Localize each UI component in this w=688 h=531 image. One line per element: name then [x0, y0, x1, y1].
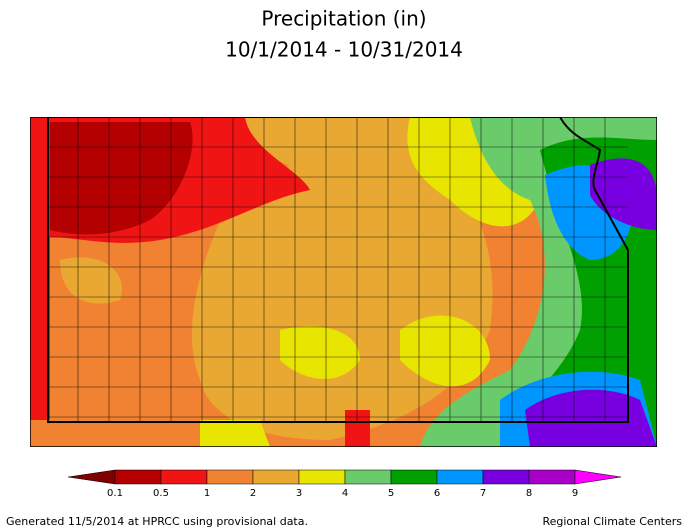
legend-swatch [160, 469, 208, 485]
region [200, 420, 270, 447]
legend-swatch [528, 469, 576, 485]
legend-label: 2 [250, 488, 256, 499]
region [280, 326, 360, 379]
legend-swatch [390, 469, 438, 485]
legend-swatch [344, 469, 392, 485]
legend-swatch [252, 469, 300, 485]
region [400, 315, 490, 387]
legend-label: 0.5 [153, 488, 169, 499]
legend-swatch [206, 469, 254, 485]
region [50, 122, 193, 235]
region [345, 410, 370, 447]
region [30, 117, 50, 420]
legend: 0.1 0.5 1 2 3 4 5 6 7 8 9 [67, 469, 622, 499]
legend-arrow [67, 469, 116, 485]
legend-arrow [574, 469, 622, 485]
legend-label: 9 [572, 488, 578, 499]
footer-right: Regional Climate Centers [542, 515, 682, 528]
legend-label: 5 [388, 488, 394, 499]
county-lines [48, 117, 628, 422]
legend-label: 4 [342, 488, 348, 499]
state-border [47, 117, 629, 423]
precip-map [30, 117, 657, 447]
legend-swatch [436, 469, 484, 485]
region [525, 389, 657, 447]
legend-label: 0.1 [107, 488, 123, 499]
legend-label: 7 [480, 488, 486, 499]
legend-swatch [114, 469, 162, 485]
region [60, 257, 122, 304]
legend-swatch [482, 469, 530, 485]
legend-label: 6 [434, 488, 440, 499]
legend-label: 3 [296, 488, 302, 499]
legend-swatch [298, 469, 346, 485]
footer-left: Generated 11/5/2014 at HPRCC using provi… [6, 515, 308, 528]
legend-label: 8 [526, 488, 532, 499]
title-line-2: 10/1/2014 - 10/31/2014 [225, 38, 463, 62]
title-line-1: Precipitation (in) [261, 7, 426, 31]
legend-label: 1 [204, 488, 210, 499]
